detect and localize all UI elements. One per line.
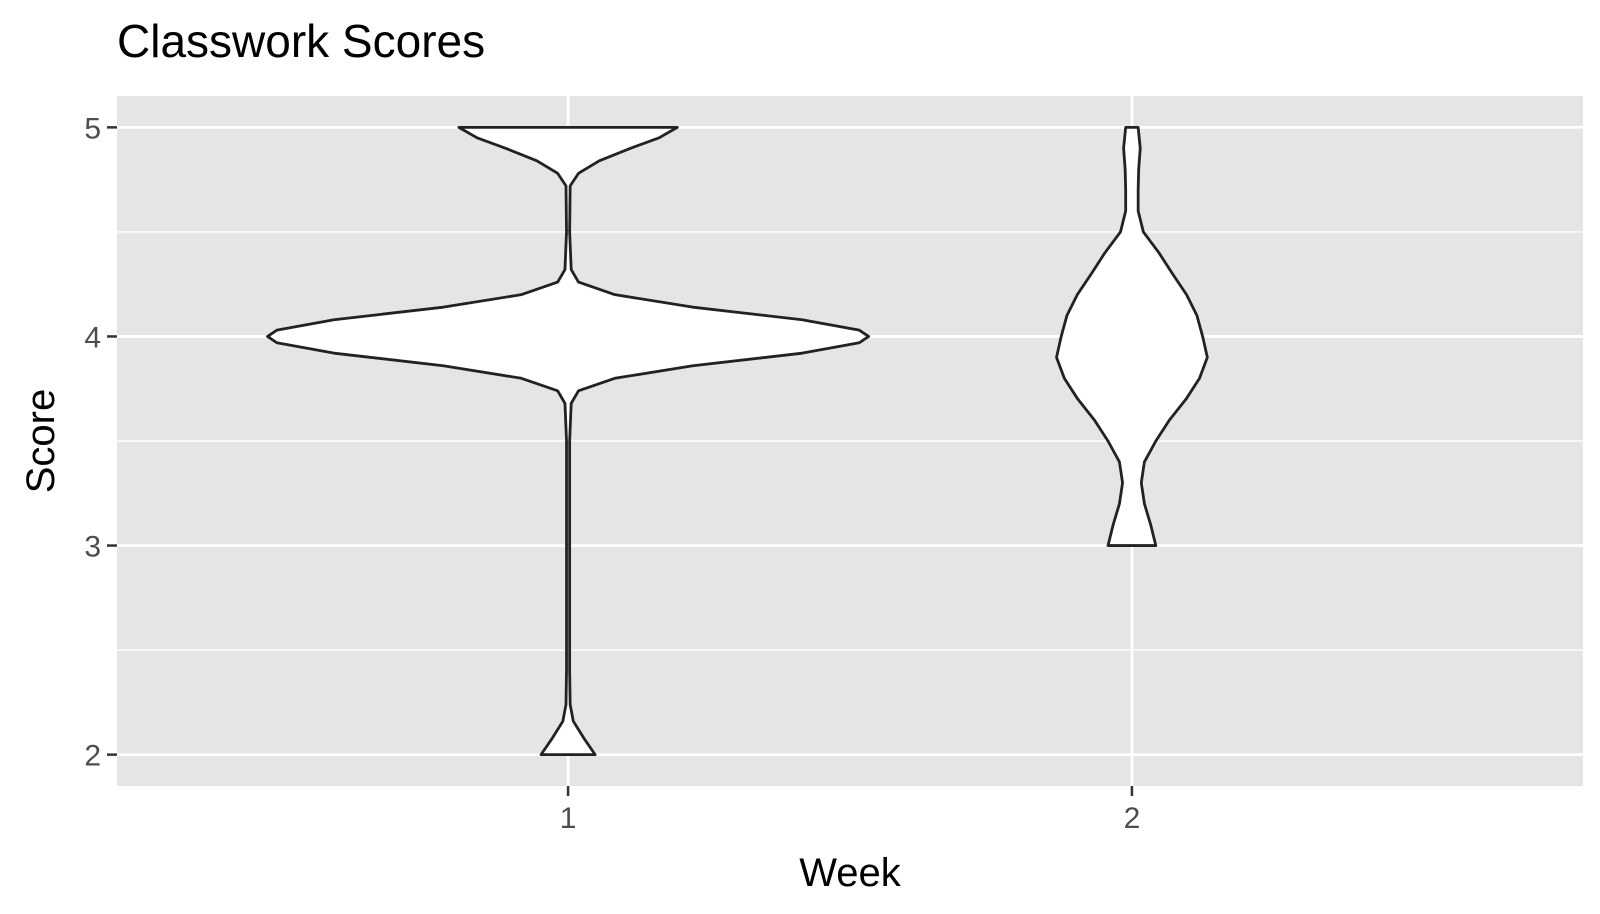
violins: [266, 125, 1209, 757]
minor-gridlines: [117, 231, 1583, 651]
y-tick-label: 3: [84, 531, 101, 564]
y-axis-title: Score: [19, 389, 63, 494]
violin-week-1: [266, 125, 871, 757]
y-tick-label: 4: [84, 321, 101, 354]
violin-week-2: [1055, 125, 1209, 547]
y-tick-label: 5: [84, 112, 101, 145]
x-tick-label: 1: [560, 802, 577, 835]
x-tick-label: 2: [1124, 802, 1141, 835]
chart-title: Classwork Scores: [117, 15, 486, 67]
y-axis: 2 3 4 5: [84, 112, 117, 773]
x-axis-title: Week: [799, 851, 902, 895]
y-tick-label: 2: [84, 740, 101, 773]
